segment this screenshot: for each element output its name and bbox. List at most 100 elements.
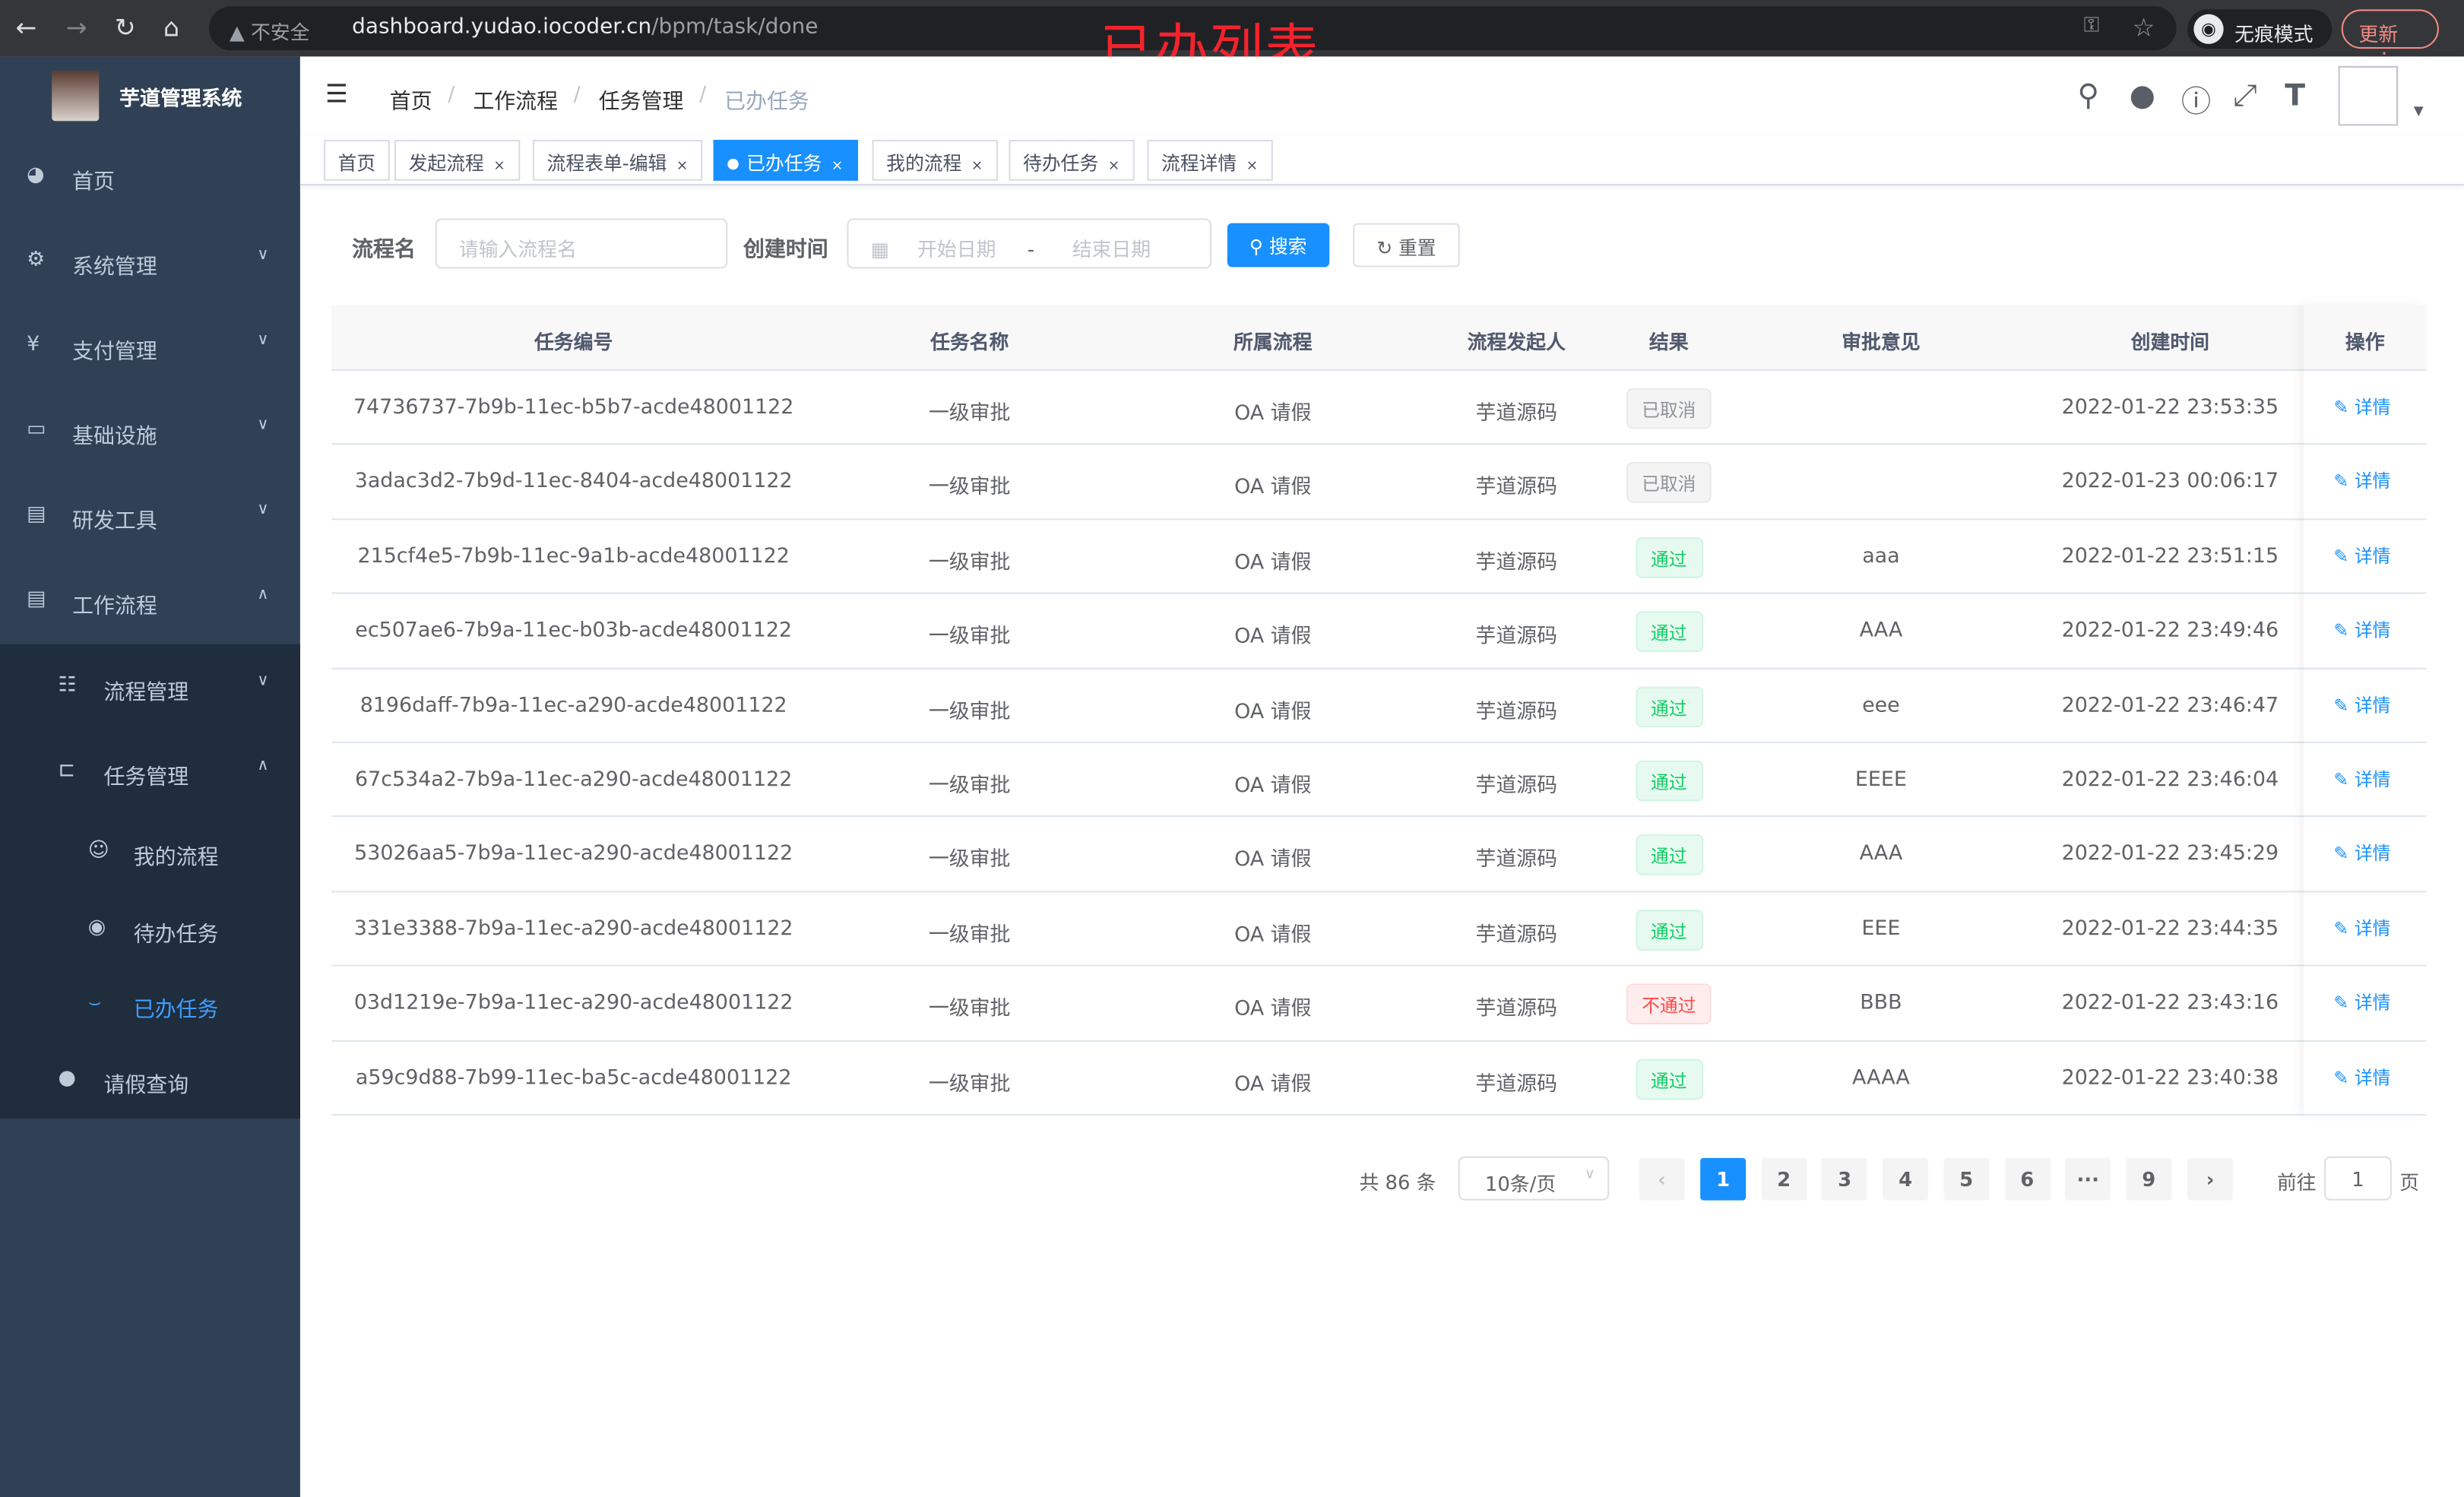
detail-link[interactable]: ✎ 详情 xyxy=(2333,543,2390,568)
result-tag: 通过 xyxy=(1635,834,1703,876)
sidebar-item-8[interactable]: ☺ 我的流程 xyxy=(0,814,300,892)
calendar-icon: ▦ xyxy=(870,237,889,261)
breadcrumb-item[interactable]: 首页 xyxy=(389,89,432,115)
help-icon[interactable]: ⓘ xyxy=(2181,84,2212,120)
caret-down-icon[interactable]: ▼ xyxy=(2413,103,2424,119)
tag-0[interactable]: 首页 xyxy=(323,140,390,181)
task-id-cell: 03d1219e-7b9a-11ec-a290-acde48001122 xyxy=(353,992,793,1016)
sidebar-item-7[interactable]: ⊏ 任务管理 ∧ xyxy=(0,734,300,812)
goto-page-input[interactable]: 1 xyxy=(2323,1156,2392,1201)
more-pages-button[interactable]: ··· xyxy=(2065,1157,2111,1201)
sidebar-item-1[interactable]: ⚙ 系统管理 ∨ xyxy=(0,223,300,302)
process-name-input[interactable]: 请输入流程名 xyxy=(435,218,728,269)
process-name-label: 流程名 xyxy=(352,237,416,263)
page-button[interactable]: 2 xyxy=(1761,1157,1807,1201)
detail-link[interactable]: ✎ 详情 xyxy=(2333,692,2390,717)
prev-page-button[interactable]: ‹ xyxy=(1639,1157,1685,1201)
table-row: ec507ae6-7b9a-11ec-b03b-acde48001122 一级审批… xyxy=(331,594,2427,669)
sidebar-item-6[interactable]: ☷ 流程管理 ∨ xyxy=(0,649,300,727)
hamburger-icon[interactable]: ☰ xyxy=(325,78,348,109)
chevron-down-icon: ∨ xyxy=(257,246,269,264)
detail-link[interactable]: ✎ 详情 xyxy=(2333,767,2390,792)
close-icon[interactable]: × xyxy=(1246,158,1259,175)
incognito-label: 无痕模式 xyxy=(2234,21,2314,46)
sidebar-item-11[interactable]: ● 请假查询 xyxy=(0,1042,300,1120)
edit-icon: ✎ xyxy=(2333,470,2355,492)
breadcrumb-item[interactable]: 工作流程 xyxy=(473,89,558,115)
insecure-indicator[interactable]: ▲ 不安全 xyxy=(229,20,310,44)
tag-2[interactable]: 流程表单-编辑 × xyxy=(532,140,702,181)
close-icon[interactable]: × xyxy=(971,158,983,175)
task-name-cell: 一级审批 xyxy=(928,476,1011,501)
sidebar-item-3[interactable]: ▭ 基础设施 ∨ xyxy=(0,393,300,471)
reload-icon[interactable]: ↻ xyxy=(114,12,136,43)
tag-3[interactable]: 已办任务 × xyxy=(713,140,858,181)
edit-icon: ✎ xyxy=(2333,768,2355,791)
breadcrumb-item[interactable]: 任务管理 xyxy=(598,89,684,115)
detail-link[interactable]: ✎ 详情 xyxy=(2333,394,2390,419)
update-label: 更新 xyxy=(2358,21,2399,46)
detail-link[interactable]: ✎ 详情 xyxy=(2333,990,2390,1015)
goto-label: 前往 xyxy=(2276,1170,2317,1195)
sidebar-item-10[interactable]: ⌣ 已办任务 xyxy=(0,967,300,1045)
breadcrumb-separator: / xyxy=(448,83,455,107)
page-size-select[interactable]: 10条/页 ∨ xyxy=(1458,1156,1610,1201)
address-bar[interactable] xyxy=(208,6,2177,51)
table-row: 331e3388-7b9a-11ec-a290-acde48001122 一级审批… xyxy=(331,892,2427,967)
star-icon[interactable]: ☆ xyxy=(2132,12,2155,43)
close-icon[interactable]: × xyxy=(1107,158,1120,175)
close-icon[interactable]: × xyxy=(493,158,505,175)
tag-5[interactable]: 待办任务 × xyxy=(1009,140,1134,181)
github-icon[interactable]: ● xyxy=(2129,78,2155,113)
tag-4[interactable]: 我的流程 × xyxy=(872,140,998,181)
page-button[interactable]: 1 xyxy=(1700,1157,1747,1201)
create-time-cell: 2022-01-22 23:53:35 xyxy=(2061,396,2279,420)
update-button[interactable]: 更新 ⋮ xyxy=(2341,9,2439,71)
page-button[interactable]: 9 xyxy=(2126,1157,2172,1201)
home-icon[interactable]: ⌂ xyxy=(163,12,180,43)
font-size-icon[interactable]: T xyxy=(2285,78,2306,113)
tags-view: 首页 发起流程 × 流程表单-编辑 × 已办任务 × 我的流程 × 待办任务 × 流程详情 × xyxy=(299,135,2464,185)
detail-label: 详情 xyxy=(2354,917,2391,940)
key-icon[interactable]: ⚿ xyxy=(2083,14,2100,38)
task-id-cell: a59c9d88-7b99-11ec-ba5c-acde48001122 xyxy=(355,1066,792,1090)
detail-link[interactable]: ✎ 详情 xyxy=(2333,469,2390,494)
reset-label: 重置 xyxy=(1398,237,1436,260)
create-time-cell: 2022-01-22 23:49:46 xyxy=(2061,619,2279,644)
page-button[interactable]: 6 xyxy=(2004,1157,2051,1201)
back-icon[interactable]: ← xyxy=(15,12,37,43)
detail-link[interactable]: ✎ 详情 xyxy=(2333,841,2390,866)
detail-link[interactable]: ✎ 详情 xyxy=(2333,618,2390,643)
close-icon[interactable]: × xyxy=(831,158,844,175)
yen-icon: ¥ xyxy=(27,333,40,357)
url-text[interactable]: dashboard.yudao.iocoder.cn/bpm/task/done xyxy=(352,14,818,40)
next-page-button[interactable]: › xyxy=(2187,1157,2234,1201)
active-dot-icon xyxy=(727,158,739,170)
approval-comment-cell: AAA xyxy=(1859,619,1903,644)
detail-link[interactable]: ✎ 详情 xyxy=(2333,916,2390,941)
incognito-badge[interactable]: ◉ 无痕模式 xyxy=(2187,9,2333,49)
page-button[interactable]: 3 xyxy=(1822,1157,1868,1201)
chevron-down-icon: ∨ xyxy=(257,331,269,350)
detail-link[interactable]: ✎ 详情 xyxy=(2333,1065,2390,1090)
tag-1[interactable]: 发起流程 × xyxy=(394,140,520,181)
page-button[interactable]: 5 xyxy=(1943,1157,1990,1201)
avatar[interactable] xyxy=(2338,65,2399,126)
fullscreen-icon[interactable]: ⤢ xyxy=(2233,78,2257,113)
sidebar-item-4[interactable]: ▤ 研发工具 ∨ xyxy=(0,478,300,556)
search-icon[interactable]: ⚲ xyxy=(2077,78,2100,113)
sidebar-item-label: 请假查询 xyxy=(103,1073,189,1099)
sidebar-item-0[interactable]: ◕ 首页 xyxy=(0,138,300,217)
forward-icon[interactable]: → xyxy=(65,12,87,43)
sidebar-item-5[interactable]: ▤ 工作流程 ∧ xyxy=(0,562,300,641)
sidebar-item-2[interactable]: ¥ 支付管理 ∨ xyxy=(0,308,300,386)
date-range-picker[interactable]: ▦ 开始日期 - 结束日期 xyxy=(847,218,1212,269)
close-icon[interactable]: × xyxy=(676,158,689,175)
starter-cell: 芋道源码 xyxy=(1475,551,1557,575)
search-button[interactable]: ⚲ 搜索 xyxy=(1227,223,1329,267)
sidebar-item-9[interactable]: ◉ 待办任务 xyxy=(0,891,300,969)
reset-button[interactable]: ↻ 重置 xyxy=(1353,223,1460,267)
page-button[interactable]: 4 xyxy=(1883,1157,1929,1201)
tag-6[interactable]: 流程详情 × xyxy=(1147,140,1272,181)
task-name-cell: 一级审批 xyxy=(928,700,1011,724)
